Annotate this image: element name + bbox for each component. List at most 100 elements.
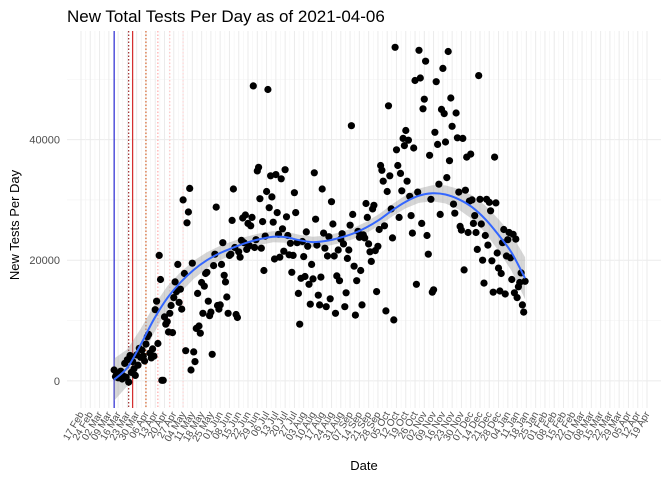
data-point bbox=[233, 313, 241, 322]
data-point bbox=[485, 198, 493, 206]
data-point bbox=[257, 244, 265, 252]
data-point bbox=[494, 264, 503, 272]
data-point bbox=[459, 134, 467, 142]
data-point bbox=[445, 157, 454, 165]
data-point bbox=[203, 268, 211, 276]
data-point bbox=[477, 220, 485, 228]
data-point bbox=[134, 361, 142, 369]
data-point bbox=[518, 301, 527, 309]
data-point bbox=[305, 280, 313, 288]
data-point bbox=[308, 260, 316, 268]
data-point bbox=[259, 218, 267, 226]
data-point bbox=[431, 128, 439, 136]
data-point bbox=[481, 231, 489, 240]
data-point bbox=[296, 320, 304, 328]
y-axis-ticks: 0 20000 40000 bbox=[29, 135, 60, 388]
data-point bbox=[374, 242, 382, 250]
trend-line bbox=[113, 192, 526, 381]
data-point bbox=[415, 46, 423, 54]
data-point bbox=[472, 228, 480, 237]
data-point bbox=[361, 234, 369, 242]
data-point bbox=[260, 266, 268, 275]
data-point bbox=[447, 94, 455, 102]
data-point bbox=[476, 195, 484, 203]
data-point bbox=[227, 250, 235, 258]
data-point bbox=[294, 289, 302, 297]
data-point bbox=[362, 199, 370, 208]
data-point bbox=[379, 177, 387, 185]
data-point bbox=[329, 220, 337, 228]
trend-curve bbox=[113, 192, 526, 381]
data-point bbox=[449, 200, 458, 208]
data-point bbox=[496, 287, 504, 295]
data-point bbox=[194, 289, 202, 297]
data-point bbox=[195, 322, 203, 330]
data-point bbox=[286, 239, 294, 247]
data-point bbox=[269, 218, 277, 226]
data-point bbox=[326, 295, 334, 303]
data-point bbox=[435, 180, 443, 188]
data-point bbox=[489, 288, 497, 296]
data-point bbox=[301, 272, 309, 281]
data-point bbox=[247, 222, 255, 230]
data-point bbox=[383, 187, 391, 196]
data-point bbox=[432, 78, 440, 86]
data-point bbox=[422, 57, 430, 65]
data-point bbox=[229, 185, 237, 193]
data-point bbox=[163, 318, 171, 326]
data-point bbox=[339, 240, 348, 248]
data-point bbox=[439, 64, 447, 72]
data-point bbox=[184, 208, 192, 216]
data-point bbox=[210, 262, 218, 270]
data-point bbox=[281, 166, 289, 174]
data-point bbox=[309, 275, 317, 283]
data-point bbox=[156, 275, 165, 284]
data-point bbox=[151, 306, 159, 314]
data-point bbox=[167, 301, 175, 310]
data-point bbox=[292, 209, 300, 217]
data-point bbox=[394, 161, 402, 170]
data-point bbox=[441, 138, 450, 146]
data-point bbox=[451, 209, 459, 217]
data-point bbox=[272, 171, 280, 179]
data-point bbox=[351, 311, 359, 319]
data-point bbox=[212, 203, 220, 211]
confidence-band bbox=[114, 185, 526, 401]
data-point bbox=[241, 211, 249, 219]
data-point bbox=[174, 260, 182, 268]
data-point bbox=[316, 301, 324, 309]
data-point bbox=[504, 236, 512, 244]
data-point bbox=[200, 282, 208, 290]
data-point bbox=[448, 122, 456, 130]
data-point bbox=[464, 228, 472, 237]
data-point bbox=[175, 298, 183, 306]
data-point bbox=[159, 376, 167, 384]
data-point bbox=[403, 177, 411, 185]
data-point bbox=[365, 240, 373, 248]
data-point bbox=[149, 345, 157, 353]
data-point bbox=[491, 153, 499, 161]
data-point bbox=[300, 253, 308, 261]
data-point bbox=[414, 188, 422, 196]
data-point bbox=[208, 350, 216, 358]
data-point bbox=[471, 212, 479, 220]
data-point bbox=[323, 252, 332, 260]
data-point bbox=[325, 233, 333, 241]
data-point bbox=[363, 213, 371, 221]
data-point bbox=[191, 358, 199, 366]
data-point bbox=[452, 109, 460, 117]
data-point bbox=[402, 126, 410, 135]
data-point bbox=[391, 43, 399, 51]
data-point bbox=[467, 150, 475, 158]
y-axis-title: New Tests Per Day bbox=[7, 169, 22, 280]
data-point bbox=[322, 303, 330, 311]
data-point bbox=[358, 301, 366, 309]
data-point bbox=[416, 74, 424, 82]
data-point bbox=[426, 151, 434, 159]
data-point bbox=[268, 193, 276, 201]
data-point bbox=[508, 275, 516, 284]
data-point bbox=[256, 195, 264, 203]
data-point bbox=[521, 277, 529, 285]
